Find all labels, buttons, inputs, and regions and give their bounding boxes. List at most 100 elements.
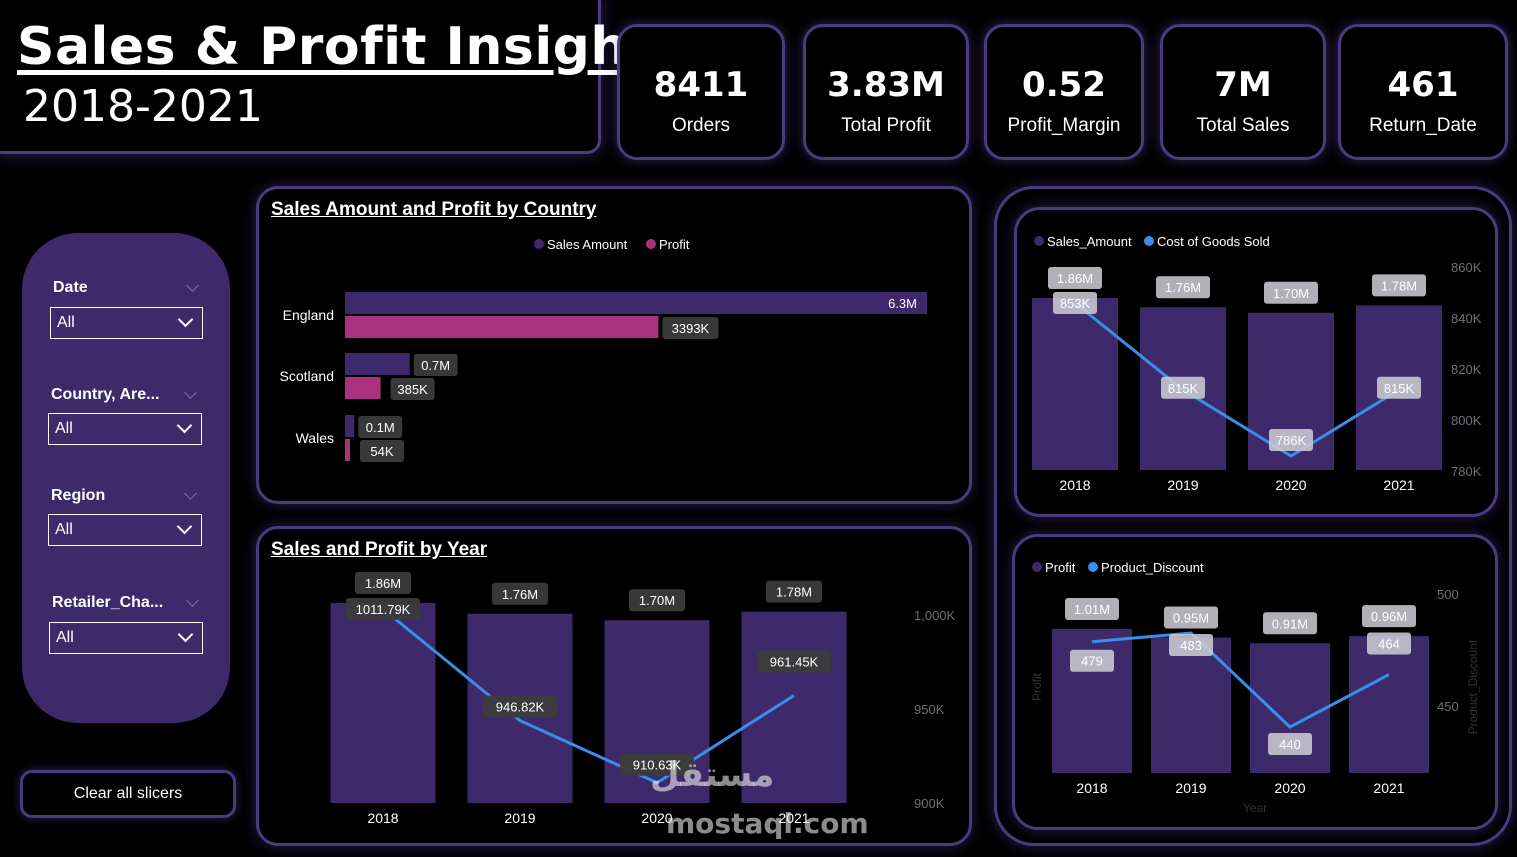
clear-slicers-button[interactable]: Clear all slicers: [20, 770, 236, 818]
x-axis-title: Year: [1243, 801, 1267, 815]
bar-data-label-bg: [1164, 606, 1218, 629]
data-label-sales: 6.3M: [888, 296, 917, 311]
line-data-label-bg: [1367, 632, 1411, 655]
chart-title: Sales and Profit by Year: [271, 539, 488, 560]
line-data-label: 483: [1180, 638, 1202, 653]
bar: [1349, 636, 1429, 773]
line-data-label-bg: [1377, 376, 1421, 399]
kpi-return-date: 461 Return_Date: [1338, 24, 1508, 160]
bar: [1032, 298, 1118, 470]
kpi-value: 3.83M: [827, 65, 945, 105]
line-data-label-bg: [757, 650, 831, 673]
x-tick-label: 2019: [504, 810, 535, 826]
x-tick-label: 2019: [1167, 477, 1198, 493]
data-label-sales-bg: [358, 416, 403, 438]
country-dropdown[interactable]: All: [48, 413, 202, 445]
line-data-label: 479: [1081, 654, 1103, 669]
x-tick-label: 2021: [1373, 780, 1404, 796]
bar-data-label: 1.76M: [502, 587, 538, 602]
legend-product-discount: Product_Discount: [1101, 560, 1204, 575]
kpi-label: Total Profit: [841, 115, 931, 136]
kpi-value: 8411: [653, 65, 749, 105]
kpi-label: Return_Date: [1369, 115, 1477, 136]
line-data-label-bg: [483, 695, 557, 718]
category-label: Scotland: [280, 368, 334, 384]
legend-sales-amount-marker: [1034, 236, 1044, 246]
bar: [741, 611, 847, 803]
legend-sales-amount: Sales_Amount: [1047, 234, 1132, 249]
retailer-dropdown[interactable]: All: [49, 622, 203, 654]
line-data-label-bg: [1169, 634, 1213, 656]
line-data-label-bg: [1161, 376, 1205, 399]
bar-data-label: 1.86M: [1057, 271, 1093, 286]
watermark-ar: مستقل: [650, 755, 775, 795]
cogs-chart: Sales_Amount Cost of Goods Sold 2018 2019 20…: [1032, 234, 1482, 493]
x-tick-label: 2020: [1275, 477, 1306, 493]
line-data-label: 910.63K: [633, 758, 682, 773]
chevron-down-icon: [177, 311, 194, 328]
kpi-orders: 8411 Orders: [617, 24, 785, 160]
page-subtitle: 2018-2021: [23, 81, 263, 132]
bar-data-label-bg: [629, 589, 685, 612]
kpi-total-profit: 3.83M Total Profit: [803, 24, 969, 160]
dropdown-value: All: [55, 420, 73, 437]
data-label-profit: 54K: [370, 444, 393, 459]
line-data-label-bg: [1070, 649, 1114, 672]
y2-tick-label: 820K: [1451, 362, 1482, 377]
y2-tick-label: 950K: [914, 702, 945, 717]
data-label-profit: 385K: [397, 382, 428, 397]
bar-data-label-bg: [1264, 281, 1318, 304]
chevron-down-icon[interactable]: [186, 279, 199, 292]
line-data-label: 464: [1378, 637, 1400, 652]
slicer-label-retailer: Retailer_Cha...: [52, 594, 164, 611]
line-data-label: 815K: [1168, 381, 1199, 396]
kpi-total-sales: 7M Total Sales: [1160, 24, 1326, 160]
slicer-panel: Date All Country, Are... All Region All …: [22, 233, 230, 723]
kpi-label: Total Sales: [1196, 115, 1290, 136]
title-box: Sales & Profit Insights 2018-2021: [0, 0, 684, 154]
data-label-profit-bg: [390, 378, 435, 400]
chevron-down-icon: [176, 518, 193, 535]
data-label-sales-bg: [413, 354, 458, 376]
y2-tick-label: 860K: [1451, 260, 1482, 275]
legend-cogs-marker: [1144, 236, 1154, 246]
slicer-label-region: Region: [51, 487, 106, 504]
bar-profit: [345, 316, 659, 338]
legend-sales-amount-marker: [534, 239, 544, 249]
chevron-down-icon[interactable]: [184, 487, 197, 500]
chevron-down-icon: [176, 417, 193, 434]
bar-data-label: 0.95M: [1173, 611, 1209, 626]
x-tick-label: 2020: [1274, 780, 1305, 796]
data-label-profit: 3393K: [672, 321, 710, 336]
bar-profit: [345, 439, 350, 461]
bar-sales-amount: [345, 292, 927, 314]
year-chart-panel: Sales and Profit by Year 2018 2019 2020 202…: [256, 526, 972, 846]
line-data-label-bg: [620, 753, 694, 776]
bar-data-label-bg: [1362, 605, 1416, 628]
bar-data-label-bg: [355, 572, 411, 594]
y2-tick-label: 780K: [1451, 464, 1482, 479]
discount-chart-panel: Profit Product_Discount 2018 2019 2020 2021 1.…: [1012, 534, 1498, 830]
bar: [330, 603, 436, 803]
year-chart: 2018 2019 2020 2021 1.86M 1.76M 1.70M 1.78M 1011…: [330, 572, 956, 826]
x-tick-label: 2021: [778, 810, 809, 826]
bar-data-label: 1.86M: [365, 576, 401, 591]
legend-profit-marker: [646, 239, 656, 249]
chevron-down-icon[interactable]: [186, 594, 199, 607]
region-dropdown[interactable]: All: [48, 514, 202, 546]
bar-sales-amount: [345, 415, 355, 437]
kpi-label: Profit_Margin: [1007, 115, 1121, 136]
kpi-value: 7M: [1214, 65, 1272, 105]
date-dropdown[interactable]: All: [50, 307, 203, 339]
x-tick-label: 2020: [641, 810, 672, 826]
line-data-label: 946.82K: [496, 700, 545, 715]
data-label-sales: 0.7M: [421, 358, 450, 373]
chevron-down-icon[interactable]: [184, 386, 197, 399]
bar-data-label-bg: [1372, 274, 1426, 297]
line-data-label-bg: [1269, 429, 1313, 451]
series-line: [382, 607, 795, 785]
bar-data-label: 1.76M: [1165, 280, 1201, 295]
y2-tick-label: 450: [1437, 699, 1459, 714]
x-tick-label: 2021: [1383, 477, 1414, 493]
slicer-label-country: Country, Are...: [51, 386, 160, 403]
